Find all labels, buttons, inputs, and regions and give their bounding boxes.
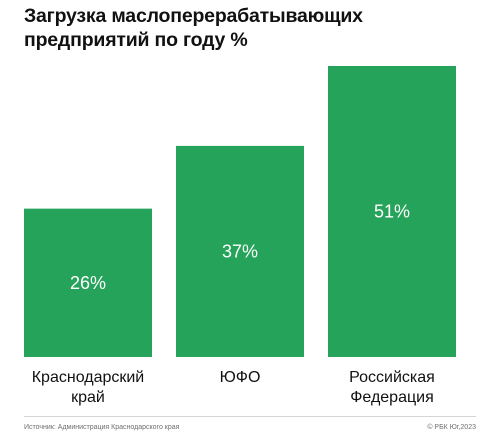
chart-title: Загрузка маслоперерабатывающих предприят…: [24, 5, 363, 51]
category-label: Краснодарский край: [32, 369, 145, 406]
bar-value-label: 37%: [222, 241, 258, 261]
bar: [176, 145, 304, 357]
copyright-note: © РБК Юг,2023: [427, 424, 476, 431]
bar-value-label: 51%: [374, 202, 410, 222]
source-note: Источник: Администрация Краснодарского к…: [24, 424, 180, 431]
footer-divider: [24, 416, 476, 417]
bar: [328, 66, 456, 357]
bar-value-label: 26%: [70, 273, 106, 293]
bar: [24, 208, 152, 357]
category-label: ЮФО: [220, 369, 261, 386]
category-label: Российская Федерация: [349, 369, 435, 406]
